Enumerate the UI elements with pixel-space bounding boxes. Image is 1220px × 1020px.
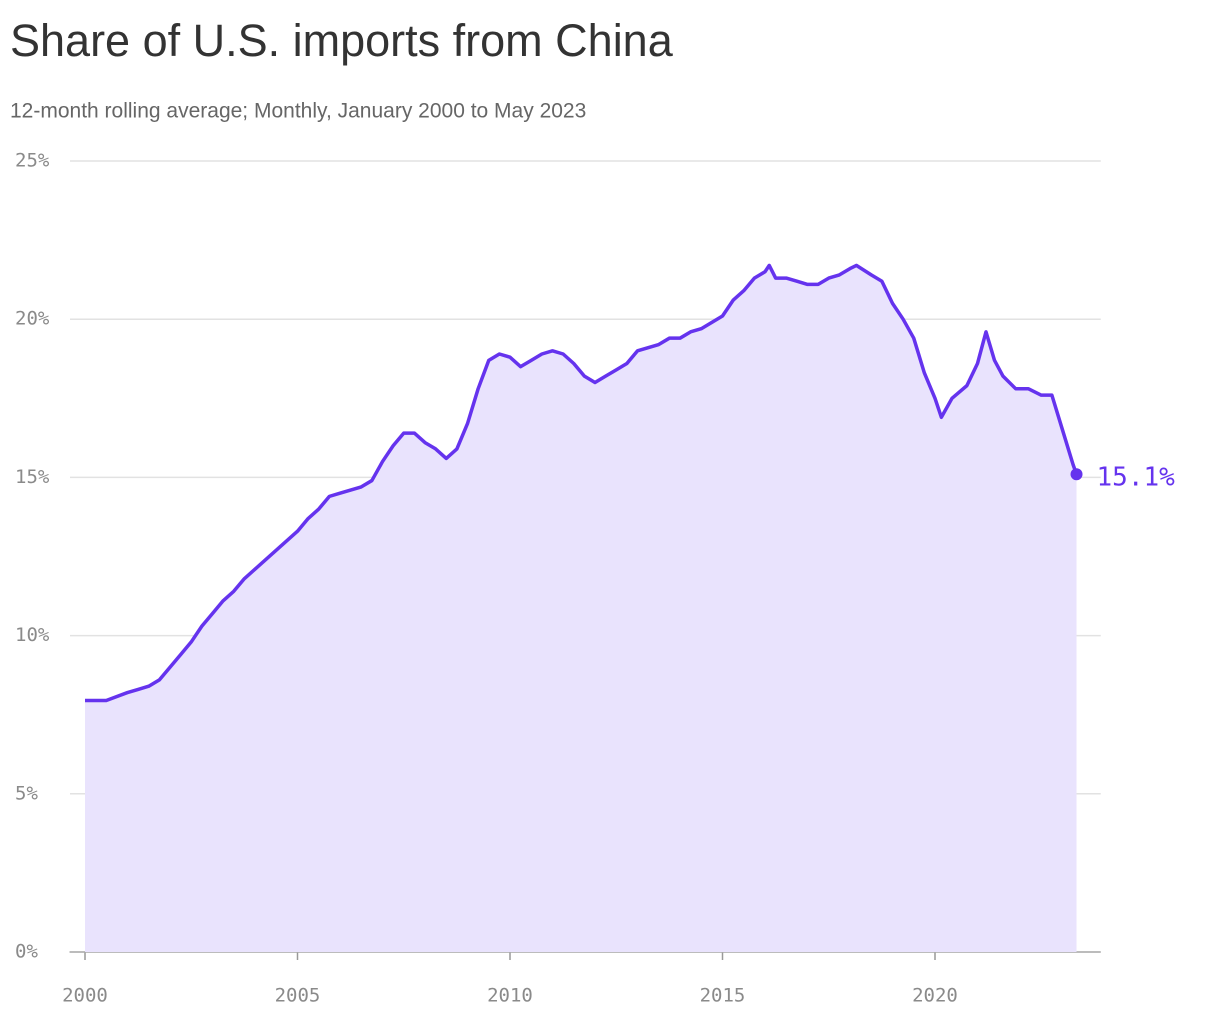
line [85,263,1079,703]
y-tick-label: 5% [15,782,38,804]
x-tick-label: 2000 [62,985,108,1007]
y-tick-label: 0% [15,941,38,963]
y-tick-label: 25% [15,150,50,172]
chart-subtitle: 12-month rolling average; Monthly, Janua… [10,100,586,123]
area [85,265,1077,952]
x-tick-label: 2015 [700,985,746,1007]
chart-title: Share of U.S. imports from China [10,15,674,66]
x-tick-label: 2010 [487,985,533,1007]
end-label: 15.1% [1097,463,1176,493]
x-tick-label: 2020 [912,985,958,1007]
x-tick-label: 2005 [275,985,321,1007]
end-dot [1070,468,1083,481]
y-tick-label: 10% [15,624,50,646]
y-tick-label: 20% [15,308,50,330]
y-tick-label: 15% [15,466,50,488]
